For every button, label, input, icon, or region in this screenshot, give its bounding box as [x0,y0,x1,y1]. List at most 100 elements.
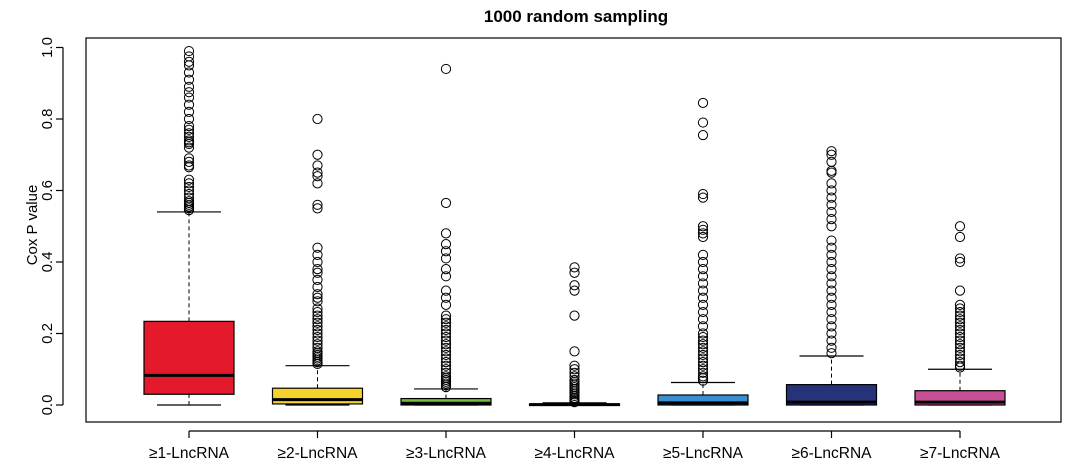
outlier-point [183,74,195,85]
outlier-point [697,328,709,339]
outlier-point [312,264,323,275]
outlier-point [312,249,323,260]
outlier-point [569,346,580,357]
outlier-point [826,335,837,346]
outlier-point [312,335,323,346]
outlier-point [312,289,323,300]
outlier-point [312,178,323,189]
outlier-point [697,299,709,310]
outlier-point [312,310,323,321]
y-tick-label: 0.4 [39,252,56,273]
outlier-point [183,99,195,110]
outlier-point [183,56,195,67]
y-axis-label: Cox P value [24,185,41,266]
outlier-point [826,348,837,359]
outlier-point [312,346,323,357]
outlier-point [826,278,837,289]
outlier-point [697,221,709,232]
y-tick-label: 0.8 [39,109,56,130]
outlier-point [697,367,709,378]
outlier-point [569,285,580,296]
outlier-point [569,262,580,273]
outlier-point [440,317,452,328]
outlier-point [312,328,323,339]
outlier-point [183,178,195,189]
outlier-point [569,367,580,378]
outlier-point [440,264,452,275]
outlier-point [440,349,452,361]
outlier-point [697,224,709,235]
outlier-point [183,121,195,132]
outlier-point [312,339,323,350]
outlier-point [826,328,837,339]
outlier-point [954,317,966,328]
outlier-point [826,235,837,246]
x-tick-label: ≥2-LncRNA [277,445,358,462]
outlier-point [312,203,323,214]
outlier-point [183,156,195,167]
outlier-point [954,221,966,232]
box-7 [914,221,1006,406]
outlier-point [440,310,452,321]
outlier-point [183,174,195,185]
box-group [143,45,1006,408]
outlier-point [183,181,195,193]
outlier-point [697,264,709,275]
outlier-point [826,285,837,296]
outlier-point [826,249,837,260]
outlier-point [440,331,452,343]
outlier-point [826,256,837,268]
outlier-point [312,317,323,328]
outlier-point [440,357,452,368]
outlier-point [569,280,580,291]
box-4 [528,262,621,408]
outlier-point [826,206,837,218]
outlier-point [440,197,452,209]
outlier-point [440,246,452,257]
outlier-point [954,306,966,318]
outlier-point [697,188,709,200]
outlier-point [440,328,452,339]
box-3 [400,63,492,406]
y-tick-label: 0.0 [39,395,56,416]
outlier-point [697,285,709,296]
outlier-point [312,113,323,125]
outlier-point [440,339,452,350]
outlier-point [697,371,709,382]
outlier-point [954,310,966,321]
outlier-point [183,192,195,203]
outlier-point [697,97,709,109]
outlier-point [440,63,452,75]
outlier-point [826,242,837,253]
x-tick-label: ≥6-LncRNA [791,445,872,462]
x-axis: ≥1-LncRNA ≥2-LncRNA ≥3-LncRNA ≥4-LncRNA ≥5-L… [149,430,1001,462]
outlier-point [440,314,452,325]
outlier-point [440,342,452,353]
outlier-point [440,367,452,378]
outlier-point [826,178,837,189]
outlier-point [826,214,837,225]
box-2 [271,113,364,406]
outlier-point [954,353,966,364]
outlier-point [954,349,966,361]
outlier-point [569,374,580,386]
outlier-point [183,185,195,196]
outlier-point [183,160,195,171]
x-tick-label: ≥3-LncRNA [406,445,487,462]
outlier-point [954,299,966,310]
outlier-point [954,335,966,346]
x-tick-label: ≥1-LncRNA [149,445,230,462]
outlier-point [312,303,323,314]
outlier-point [697,339,709,350]
outlier-point [697,314,709,325]
outlier-point [440,324,452,336]
outlier-point [312,281,323,293]
outlier-point [826,221,837,232]
outlier-point [697,192,709,203]
outlier-point [954,357,966,368]
outlier-point [440,292,452,303]
outlier-point [312,267,323,278]
outlier-point [954,324,966,336]
outlier-point [183,135,195,146]
